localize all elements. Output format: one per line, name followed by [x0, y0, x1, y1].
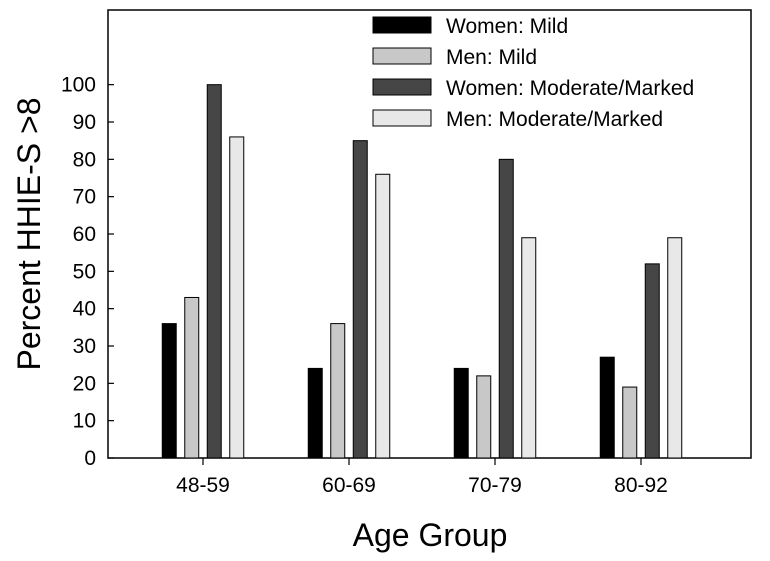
bar: [307, 367, 323, 459]
legend-label: Men: Mild: [446, 46, 537, 69]
y-axis-title: Percent HHIE-S >8: [11, 98, 47, 371]
legend-swatch: [372, 109, 432, 127]
bar: [476, 375, 492, 459]
bar: [453, 367, 469, 459]
y-tick-label: 50: [73, 260, 96, 283]
x-tick-label: 60-69: [322, 474, 376, 497]
bars: [161, 84, 683, 459]
y-tick-label: 30: [73, 335, 96, 358]
y-tick-label: 20: [73, 372, 96, 395]
bar: [498, 158, 514, 459]
x-axis: 48-59 60-69 70-79 80-92: [176, 458, 668, 497]
y-axis: 0 10 20 30 40 50 60 70 80 90 100: [61, 74, 114, 470]
bar: [229, 136, 245, 459]
bar: [375, 173, 391, 459]
y-tick-label: 10: [73, 410, 96, 433]
bar: [352, 140, 368, 459]
legend-label: Women: Mild: [446, 15, 568, 38]
bar: [521, 237, 537, 459]
bar: [599, 356, 615, 459]
x-tick-label: 70-79: [468, 474, 522, 497]
y-tick-label: 100: [61, 74, 96, 97]
x-axis-title: Age Group: [353, 517, 508, 553]
bar: [330, 323, 346, 459]
bar: [622, 386, 638, 459]
legend-swatch: [372, 47, 432, 65]
y-tick-label: 90: [73, 111, 96, 134]
y-tick-label: 80: [73, 148, 96, 171]
legend-label: Men: Moderate/Marked: [446, 108, 663, 131]
bar: [206, 84, 222, 459]
bar: [667, 237, 683, 459]
y-tick-label: 70: [73, 186, 96, 209]
bar: [644, 263, 660, 459]
legend-swatch: [372, 16, 432, 34]
legend-label: Women: Moderate/Marked: [446, 77, 694, 100]
x-tick-label: 48-59: [176, 474, 230, 497]
bar: [184, 296, 200, 459]
y-tick-label: 40: [73, 298, 96, 321]
y-tick-label: 0: [84, 447, 96, 470]
y-tick-label: 60: [73, 223, 96, 246]
bar: [161, 323, 177, 459]
legend: Women: Mild Men: Mild Women: Moderate/Mark…: [372, 15, 694, 131]
x-tick-label: 80-92: [614, 474, 668, 497]
legend-swatch: [372, 78, 432, 96]
